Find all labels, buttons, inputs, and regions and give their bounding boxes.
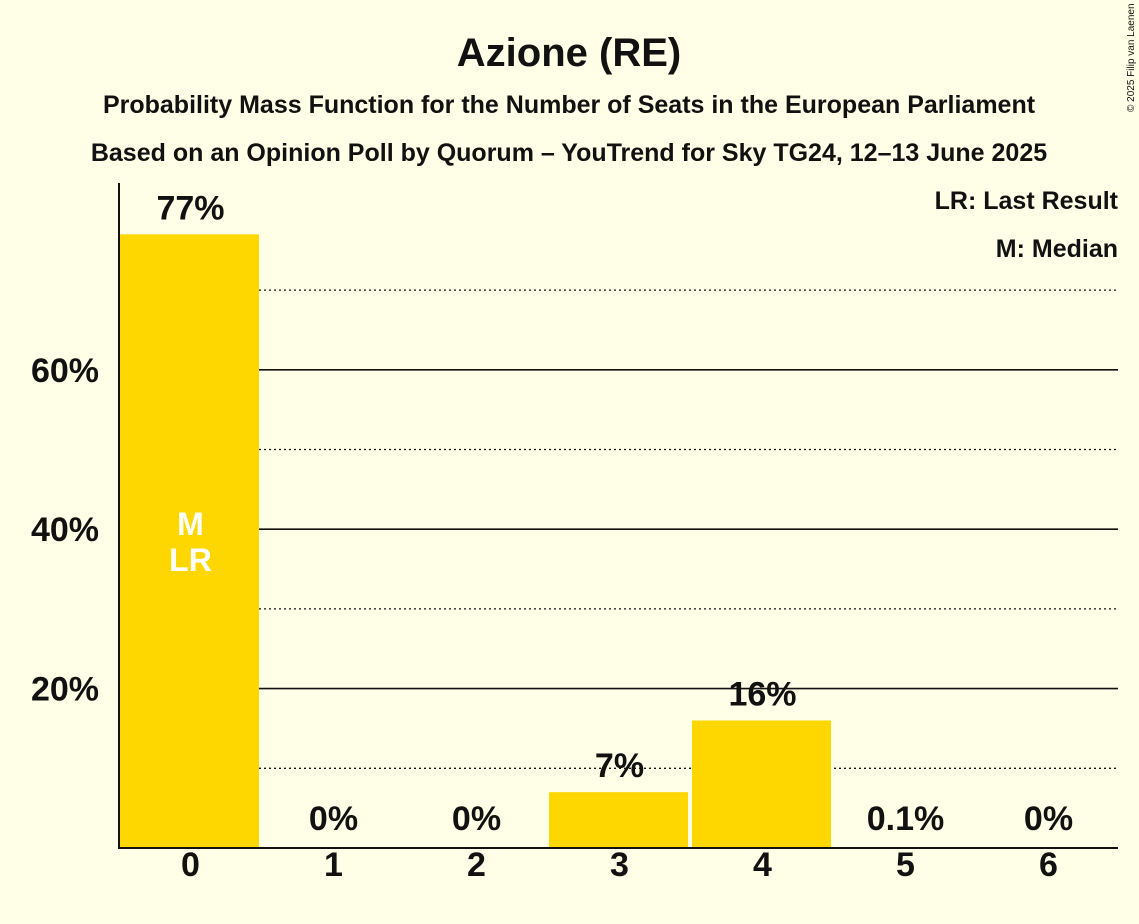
chart-subtitle-line1: Probability Mass Function for the Number… [103, 91, 1036, 119]
x-tick-label-2: 2 [467, 846, 486, 884]
copyright-notice: © 2025 Filip van Laenen [1126, 3, 1137, 112]
data-label-6: 0% [1024, 800, 1073, 838]
x-tick-label-5: 5 [896, 846, 915, 884]
data-label-4: 16% [728, 675, 796, 713]
y-tick-label-2: 60% [31, 352, 99, 390]
data-label-2: 0% [452, 800, 501, 838]
legend-median: M: Median [996, 235, 1118, 263]
data-label-1: 0% [309, 800, 358, 838]
data-label-3: 7% [595, 747, 644, 785]
data-labels: 77% 0% 0% 7% 16% 0.1% 0% MLR [156, 189, 1073, 838]
axes: 20% 40% 60% 0 1 2 3 4 5 6 [31, 183, 1118, 884]
legend-last-result: LR: Last Result [935, 187, 1119, 215]
data-label-5: 0.1% [867, 800, 945, 838]
y-tick-label-1: 40% [31, 511, 99, 549]
y-tick-label-0: 20% [31, 671, 99, 709]
bars [120, 234, 974, 848]
x-tick-label-1: 1 [324, 846, 343, 884]
x-tick-label-0: 0 [181, 846, 200, 884]
chart-subtitle-line2: Based on an Opinion Poll by Quorum – You… [91, 139, 1047, 167]
gridlines [119, 289, 1118, 769]
x-tick-label-4: 4 [753, 846, 772, 884]
bar-seats-4 [692, 720, 831, 848]
data-label-0: 77% [156, 189, 224, 227]
bar-seats-3 [549, 792, 688, 848]
chart-title: Azione (RE) [457, 31, 681, 75]
inbar-label-lr: LR [169, 542, 212, 578]
x-tick-label-3: 3 [610, 846, 629, 884]
x-tick-label-6: 6 [1039, 846, 1058, 884]
inbar-label-m: M [177, 506, 204, 542]
bar-seats-0 [120, 234, 259, 848]
